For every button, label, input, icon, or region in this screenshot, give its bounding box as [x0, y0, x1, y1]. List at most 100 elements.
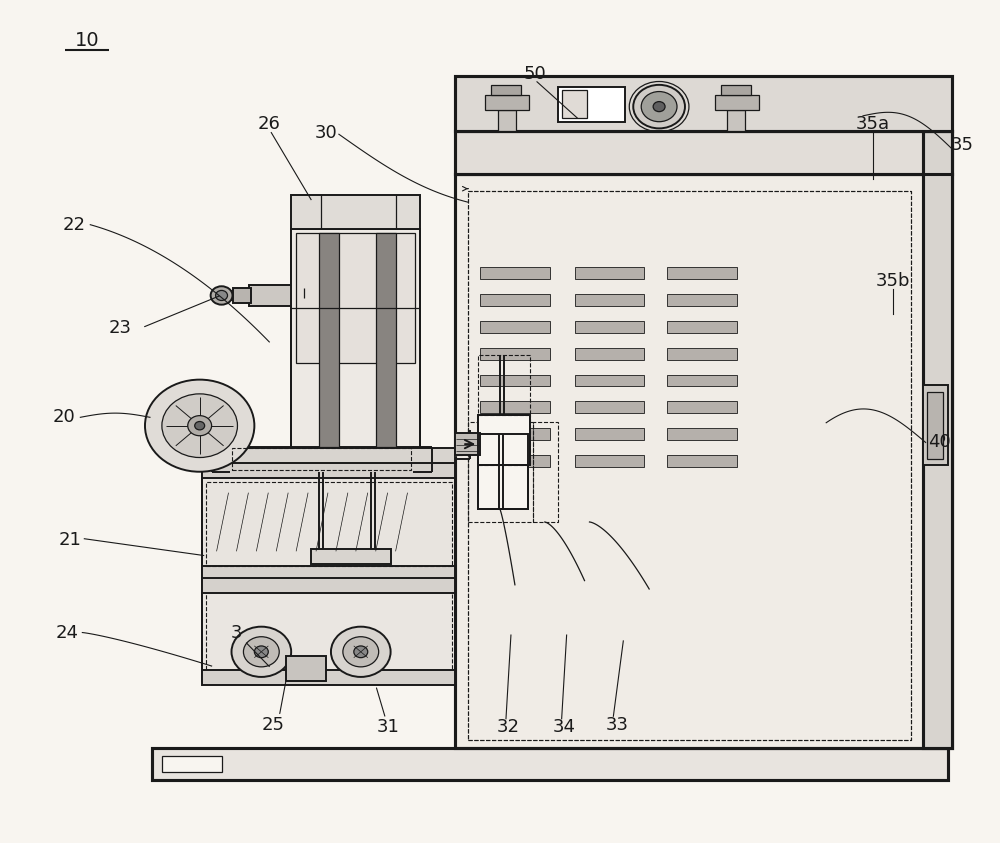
Bar: [667, 348, 737, 359]
Text: 35: 35: [951, 136, 974, 154]
Bar: [478, 415, 530, 465]
Bar: [291, 229, 420, 451]
Bar: [455, 175, 952, 748]
Bar: [533, 422, 558, 522]
Bar: [667, 401, 737, 413]
Bar: [667, 455, 737, 467]
Bar: [152, 748, 948, 780]
Text: 10: 10: [75, 31, 100, 50]
Bar: [455, 77, 952, 131]
Bar: [202, 470, 455, 581]
Bar: [455, 131, 952, 175]
Bar: [202, 581, 455, 681]
Bar: [480, 267, 550, 279]
Bar: [376, 233, 396, 447]
Circle shape: [145, 379, 254, 472]
Bar: [575, 428, 644, 440]
Bar: [206, 482, 452, 566]
Circle shape: [243, 636, 279, 667]
Circle shape: [641, 92, 677, 121]
Bar: [202, 670, 455, 685]
Bar: [455, 433, 480, 455]
Bar: [923, 131, 952, 748]
FancyArrowPatch shape: [465, 440, 473, 448]
Bar: [455, 77, 952, 131]
Bar: [480, 348, 550, 359]
Bar: [667, 428, 737, 440]
Bar: [230, 447, 413, 472]
Bar: [727, 110, 745, 131]
Bar: [575, 374, 644, 386]
Bar: [575, 348, 644, 359]
Bar: [923, 131, 952, 748]
Bar: [291, 196, 420, 229]
Bar: [480, 321, 550, 333]
Bar: [202, 470, 455, 581]
Bar: [202, 578, 455, 593]
Text: 32: 32: [496, 718, 519, 736]
Circle shape: [216, 291, 228, 300]
Bar: [575, 455, 644, 467]
Bar: [455, 175, 952, 748]
Text: 20: 20: [53, 408, 76, 427]
Bar: [478, 415, 530, 465]
Circle shape: [343, 636, 379, 667]
Circle shape: [231, 626, 291, 677]
Bar: [202, 581, 455, 681]
Bar: [152, 748, 948, 780]
Bar: [286, 656, 326, 681]
Bar: [478, 355, 530, 415]
Bar: [480, 455, 550, 467]
Circle shape: [188, 416, 212, 436]
Text: 3: 3: [231, 624, 242, 642]
Text: 23: 23: [109, 319, 132, 336]
Bar: [249, 285, 291, 306]
Bar: [480, 401, 550, 413]
Circle shape: [331, 626, 391, 677]
Bar: [480, 294, 550, 306]
Bar: [206, 584, 452, 676]
Text: 21: 21: [59, 531, 82, 550]
Text: 35a: 35a: [856, 115, 890, 133]
Text: 22: 22: [63, 216, 86, 234]
Bar: [575, 267, 644, 279]
Bar: [455, 131, 952, 175]
Bar: [162, 756, 222, 771]
Circle shape: [254, 646, 268, 658]
Bar: [478, 434, 528, 509]
Bar: [232, 448, 411, 470]
Bar: [468, 191, 911, 739]
Bar: [202, 462, 455, 479]
Text: 50: 50: [523, 65, 546, 83]
Bar: [558, 87, 625, 121]
Bar: [480, 428, 550, 440]
Bar: [575, 294, 644, 306]
Circle shape: [931, 432, 945, 444]
Circle shape: [633, 85, 685, 128]
Bar: [478, 434, 528, 509]
Bar: [575, 321, 644, 333]
Bar: [667, 294, 737, 306]
Text: 34: 34: [553, 718, 576, 736]
Bar: [480, 374, 550, 386]
Bar: [715, 95, 759, 110]
Bar: [485, 95, 529, 110]
Bar: [491, 85, 521, 95]
Bar: [296, 233, 415, 362]
Bar: [667, 267, 737, 279]
Bar: [468, 422, 533, 522]
Circle shape: [653, 102, 665, 111]
Circle shape: [162, 394, 237, 458]
Polygon shape: [455, 433, 462, 455]
Circle shape: [354, 646, 368, 658]
Text: 40: 40: [928, 433, 951, 452]
Bar: [468, 191, 911, 739]
Bar: [927, 392, 943, 459]
Bar: [721, 85, 751, 95]
Bar: [562, 90, 587, 118]
Bar: [498, 110, 516, 131]
Text: 35b: 35b: [876, 271, 910, 290]
Text: 30: 30: [315, 124, 337, 142]
Bar: [923, 385, 948, 465]
Bar: [233, 287, 251, 303]
